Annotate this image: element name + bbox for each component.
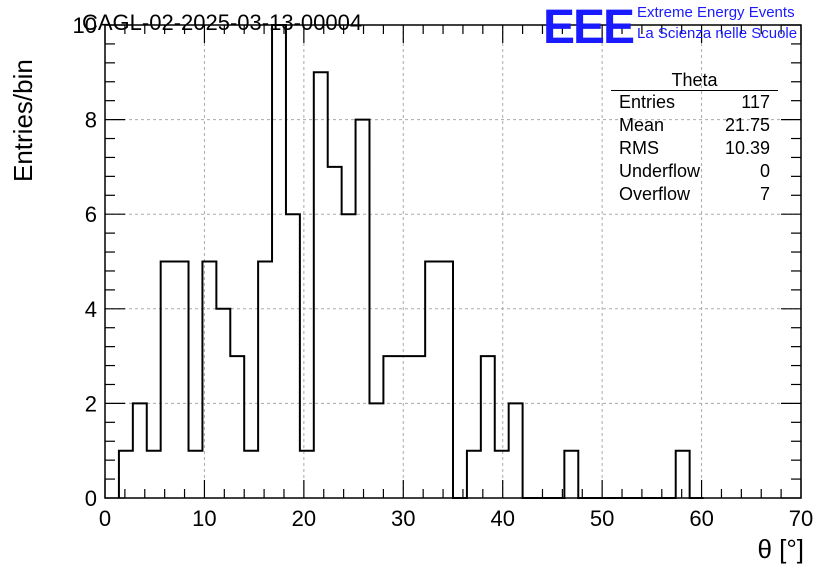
y-tick-label: 4 <box>85 297 97 322</box>
histogram-bar <box>230 356 244 498</box>
y-axis-label: Entries/bin <box>8 59 38 182</box>
logo-subtitle-2: La Scienza nelle Scuole <box>637 25 798 42</box>
stats-label: Entries <box>619 92 676 112</box>
stats-value: 0 <box>759 161 770 181</box>
x-axis-label: θ [°] <box>757 534 804 564</box>
histogram-bar <box>272 25 286 498</box>
histogram-bar <box>467 451 481 498</box>
stats-value: 117 <box>741 92 770 112</box>
stats-row-underflow: Underflow 0 <box>611 160 778 183</box>
stats-row-entries: Entries 117 <box>611 91 778 114</box>
histogram-bar <box>509 403 523 498</box>
x-tick-label: 10 <box>192 506 216 531</box>
stats-label: RMS <box>619 138 659 158</box>
histogram-bar <box>161 262 175 499</box>
chart-title: CAGL-02-2025-03-13-00004 <box>82 10 363 35</box>
histogram-bar <box>383 356 397 498</box>
y-tick-label: 0 <box>85 486 97 511</box>
histogram-bar <box>119 451 133 498</box>
stats-value: 21.75 <box>724 115 770 135</box>
histogram-bar <box>147 451 161 498</box>
stats-row-rms: RMS 10.39 <box>611 137 778 160</box>
histogram-bar <box>300 451 314 498</box>
histogram-bar <box>342 214 356 498</box>
x-tick-label: 0 <box>99 506 111 531</box>
histogram-bar <box>328 167 342 498</box>
histogram-bar <box>258 262 272 499</box>
histogram-bar <box>481 356 495 498</box>
histogram-bar <box>244 451 258 498</box>
histogram-bar <box>676 451 690 498</box>
histogram-bar <box>314 72 328 498</box>
histogram-bar <box>439 262 453 499</box>
stats-label: Mean <box>619 115 665 135</box>
histogram-bar <box>369 403 383 498</box>
stats-value: 10.39 <box>724 138 770 158</box>
histogram-bar <box>216 309 230 498</box>
stats-title: Theta <box>611 70 778 91</box>
x-tick-label: 20 <box>292 506 316 531</box>
y-tick-label: 6 <box>85 202 97 227</box>
x-tick-label: 30 <box>391 506 415 531</box>
histogram-bar <box>175 262 189 499</box>
y-tick-label: 10 <box>73 13 97 38</box>
histogram-bar <box>286 214 300 498</box>
histogram-bar <box>397 356 411 498</box>
x-tick-label: 40 <box>490 506 514 531</box>
histogram-bar <box>411 356 425 498</box>
histogram-bar <box>495 451 509 498</box>
histogram-bar <box>425 262 439 499</box>
stats-row-mean: Mean 21.75 <box>611 114 778 137</box>
x-tick-label: 60 <box>689 506 713 531</box>
histogram-bar <box>189 451 203 498</box>
histogram-bar <box>133 403 147 498</box>
stats-label: Overflow <box>619 184 691 204</box>
x-tick-label: 50 <box>590 506 614 531</box>
y-tick-label: 8 <box>85 108 97 133</box>
histogram-bar <box>564 451 578 498</box>
histogram-outline <box>117 24 704 499</box>
stats-row-overflow: Overflow 7 <box>611 183 778 206</box>
eee-logo: EEE <box>543 1 635 54</box>
stats-box: Theta Entries 117 Mean 21.75 RMS 10.39 U… <box>611 70 778 206</box>
logo-subtitle-1: Extreme Energy Events <box>637 4 795 21</box>
stats-value: 7 <box>759 184 770 204</box>
stats-label: Underflow <box>619 161 701 181</box>
y-tick-label: 2 <box>85 391 97 416</box>
x-tick-label: 70 <box>789 506 813 531</box>
